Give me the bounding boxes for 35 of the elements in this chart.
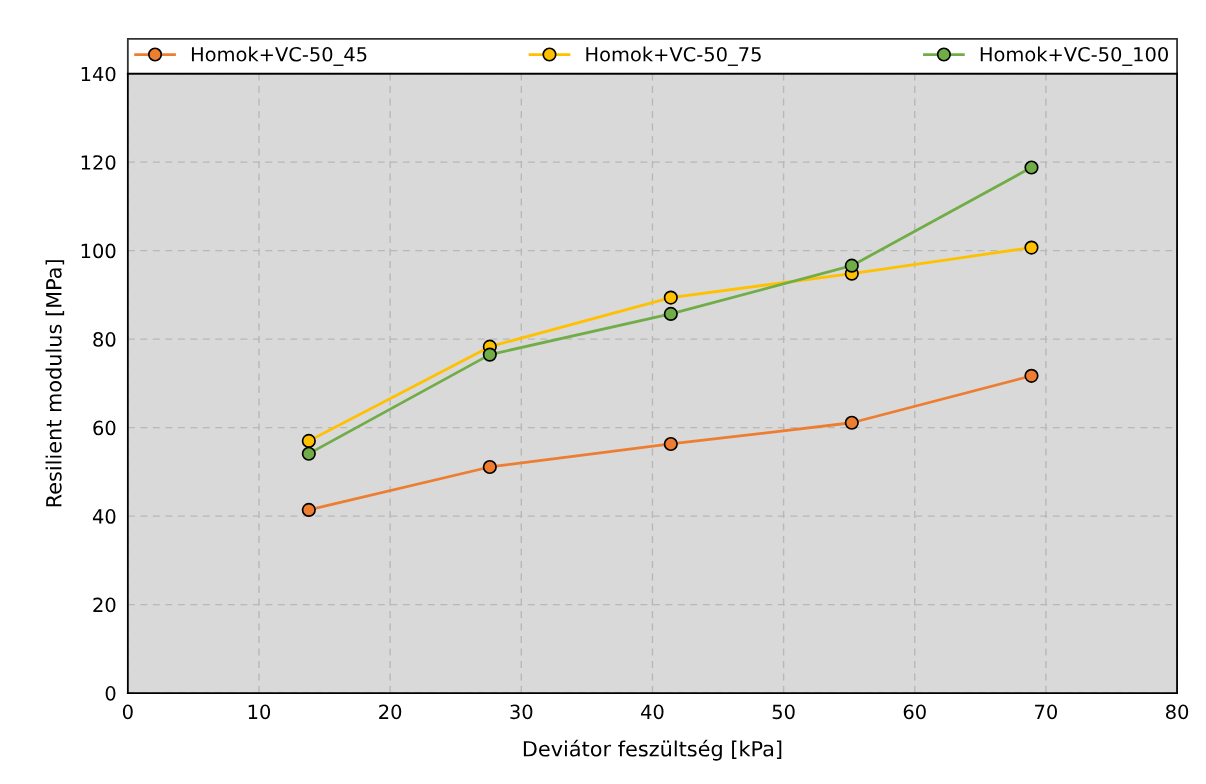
point: [482, 347, 497, 362]
y-tick-label: 20: [93, 597, 116, 613]
legend-label: Homok+VC-50_100: [980, 46, 1168, 66]
y-tick-label: 0: [105, 686, 116, 701]
y-tick-label: 120: [81, 155, 116, 170]
point: [301, 433, 316, 448]
y-tick-label: 40: [92, 509, 116, 524]
point: [1024, 160, 1039, 175]
x-tick-label: 30: [510, 704, 533, 720]
point: [663, 306, 678, 322]
point: [844, 415, 859, 430]
y-tick-label: 60: [93, 420, 116, 436]
legend-label: Homok+VC-50_45: [191, 46, 367, 66]
point: [663, 290, 678, 305]
x-tick-label: 60: [903, 704, 926, 720]
point: [663, 436, 678, 452]
x-tick-label: 10: [248, 704, 271, 720]
y-tick-label: 140: [81, 66, 116, 82]
x-tick-label: 20: [379, 704, 402, 720]
x-axis-title: Deviátor feszültség [kPa]: [523, 739, 782, 761]
x-tick-label: 0: [122, 704, 133, 720]
x-tick-label: 80: [1166, 704, 1189, 720]
point: [1024, 240, 1039, 255]
y-tick-label: 80: [93, 332, 116, 347]
point: [844, 258, 859, 273]
legend-label: Homok+VC-50_75: [586, 46, 761, 66]
point: [301, 446, 316, 461]
point: [482, 459, 497, 475]
point: [301, 502, 316, 517]
x-tick-label: 50: [772, 704, 795, 720]
x-tick-label: 40: [641, 704, 664, 720]
y-axis-title: Resilient modulus [MPa]: [45, 260, 65, 507]
point: [1024, 368, 1039, 383]
x-tick-label: 70: [1035, 704, 1057, 720]
y-tick-label: 100: [81, 243, 116, 259]
